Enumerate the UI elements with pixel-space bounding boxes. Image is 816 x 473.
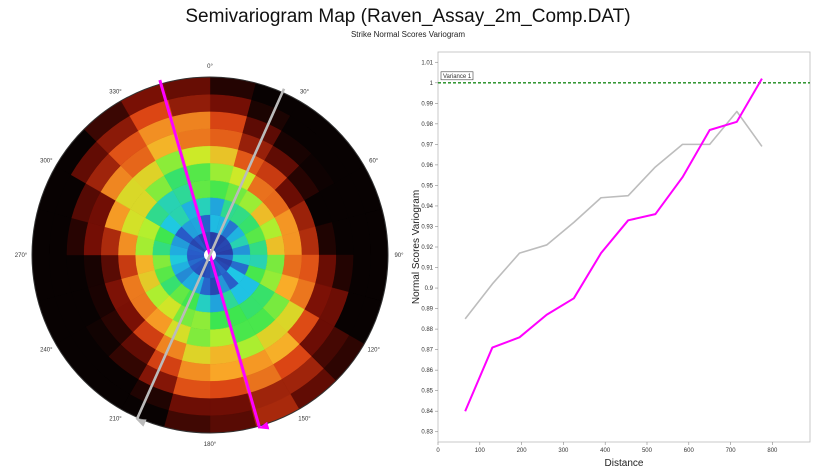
angle-label: 330° (109, 89, 122, 95)
y-axis-ticks: 0.83 0.84 0.85 0.86 0.87 0.88 0.89 0.9 0.91 0.92 0… (421, 60, 438, 436)
series-line-1 (464, 110, 763, 320)
direction-arrows (135, 79, 286, 430)
angle-label: 60° (369, 159, 379, 165)
y-tick-label: 0.95 (421, 183, 433, 189)
x-tick-label: 600 (684, 448, 695, 454)
map-border (31, 76, 389, 434)
y-tick-label: 0.85 (421, 389, 433, 395)
x-axis-ticks: 0 100 200 300 400 500 600 700 800 (436, 442, 778, 454)
series-line-2 (464, 78, 763, 412)
x-tick-label: 300 (558, 448, 569, 454)
angle-label: 90° (394, 253, 404, 259)
angle-label: 150° (298, 417, 311, 423)
angle-label: 180° (204, 442, 217, 448)
outer-ring (31, 76, 389, 434)
chart-title: Semivariogram Map (Raven_Assay_2m_Comp.D… (185, 6, 631, 27)
angle-labels: 0° 30° 60° 90° 120° 150° 180° 210° 240° 270° 300° 3… (15, 64, 404, 448)
angle-label: 210° (109, 417, 122, 423)
y-tick-label: 0.88 (421, 327, 433, 333)
y-tick-label: 1 (430, 81, 434, 87)
chart-subtitle: Strike Normal Scores Variogram (350, 30, 466, 39)
series-group (464, 78, 763, 412)
y-tick-label: 0.97 (421, 142, 433, 148)
x-tick-label: 500 (642, 448, 653, 454)
y-tick-label: 0.9 (425, 286, 434, 292)
y-tick-label: 0.87 (421, 348, 433, 354)
variance-line: Variance 1 (438, 71, 810, 84)
y-tick-label: 0.92 (421, 245, 433, 251)
angle-label: 120° (367, 348, 380, 354)
y-tick-label: 0.99 (421, 101, 433, 107)
gray-arrow (135, 88, 286, 427)
y-tick-label: 0.93 (421, 224, 433, 230)
x-tick-label: 200 (517, 448, 528, 454)
angle-label: 300° (40, 159, 53, 165)
x-tick-label: 800 (767, 448, 778, 454)
angle-label: 240° (40, 348, 53, 354)
angle-label: 0° (207, 64, 213, 70)
variance-label-box (440, 71, 474, 81)
y-axis-label: Normal Scores Variogram (411, 190, 422, 304)
y-tick-label: 0.89 (421, 307, 433, 313)
y-tick-label: 0.86 (421, 368, 433, 374)
y-tick-label: 0.98 (421, 122, 433, 128)
y-tick-label: 0.83 (421, 430, 433, 436)
y-tick-label: 0.91 (421, 266, 433, 272)
y-tick-label: 0.96 (421, 163, 433, 169)
angle-label: 30° (300, 89, 310, 95)
plot-area (437, 51, 811, 443)
x-tick-label: 100 (475, 448, 486, 454)
angle-label: 270° (15, 253, 28, 259)
x-tick-label: 400 (600, 448, 611, 454)
y-tick-label: 1.01 (421, 60, 433, 66)
y-tick-label: 0.84 (421, 409, 433, 415)
y-tick-label: 0.94 (421, 204, 433, 210)
x-axis-label: Distance (605, 458, 644, 469)
x-tick-label: 700 (726, 448, 737, 454)
variance-label: Variance 1 (443, 74, 472, 80)
x-tick-label: 0 (436, 448, 440, 454)
